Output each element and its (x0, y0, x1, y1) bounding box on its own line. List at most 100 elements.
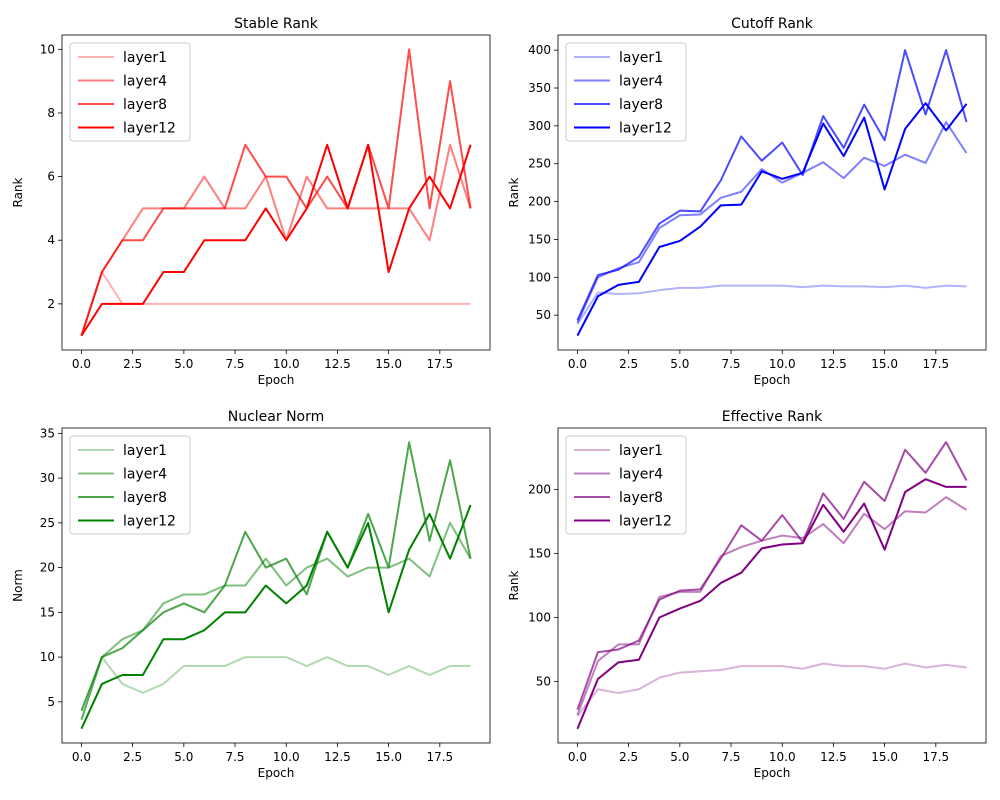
x-tick-label: 5.0 (670, 750, 689, 764)
x-tick-label: 0.0 (72, 750, 91, 764)
y-tick-label: 250 (528, 157, 551, 171)
legend-label-layer8: layer8 (123, 490, 167, 506)
plot-frame (61, 427, 491, 744)
subplot-title: Effective Rank (722, 409, 823, 425)
y-tick-label: 2 (47, 297, 55, 311)
x-tick-label: 5.0 (174, 357, 193, 371)
x-axis-label: Epoch (258, 373, 295, 387)
legend-label-layer4: layer4 (123, 467, 167, 483)
x-tick-label: 0.0 (568, 357, 587, 371)
x-tick-label: 15.0 (375, 357, 402, 371)
y-tick-label: 50 (536, 675, 551, 689)
series-line-layer1 (576, 662, 967, 717)
x-tick-label: 2.5 (123, 357, 142, 371)
series-line-layer4 (80, 143, 472, 336)
x-tick-label: 5.0 (670, 357, 689, 371)
x-tick-label: 7.5 (721, 357, 740, 371)
y-tick-label: 15 (40, 605, 55, 619)
x-tick-label: 12.5 (324, 357, 351, 371)
plot-frame (557, 34, 987, 351)
legend-box (69, 435, 191, 535)
series-line-layer8 (576, 49, 968, 321)
legend: layer1 layer4 layer8 layer12 (565, 435, 687, 535)
subplot-4: Effective Rank 0.0 2.5 5.0 7.5 10.0 12.5 15.0 17… (507, 409, 987, 780)
x-tick-label: 7.5 (225, 357, 244, 371)
y-tick-label: 35 (40, 426, 55, 440)
x-tick-label: 0.0 (72, 357, 91, 371)
series-line-layer12 (80, 143, 472, 337)
y-axis-label: Rank (507, 570, 521, 600)
y-tick-label: 100 (528, 611, 551, 625)
series-line-layer12 (576, 478, 967, 730)
legend-label-layer12: layer12 (123, 514, 176, 530)
y-tick-label: 30 (40, 471, 55, 485)
y-tick-label: 10 (40, 650, 55, 664)
x-tick-label: 7.5 (721, 750, 740, 764)
y-axis-label: Rank (507, 177, 521, 207)
x-tick-label: 15.0 (871, 750, 898, 764)
series-line-layer12 (80, 504, 472, 730)
y-tick-label: 8 (47, 106, 55, 120)
subplot-title: Nuclear Norm (228, 409, 325, 425)
legend-label-layer4: layer4 (619, 467, 663, 483)
subplot-title: Stable Rank (234, 16, 319, 32)
legend-label-layer1: layer1 (619, 443, 663, 459)
x-axis-label: Epoch (258, 766, 295, 780)
legend-label-layer12: layer12 (619, 514, 672, 530)
y-tick-label: 50 (536, 308, 551, 322)
x-tick-label: 12.5 (324, 750, 351, 764)
y-axis-label: Rank (11, 177, 25, 207)
y-tick-label: 20 (40, 561, 55, 575)
y-tick-label: 200 (528, 195, 551, 209)
series-line-layer8 (576, 441, 968, 711)
x-axis-label: Epoch (754, 766, 791, 780)
legend-label-layer1: layer1 (123, 50, 167, 66)
x-tick-label: 10.0 (273, 750, 300, 764)
y-tick-label: 25 (40, 516, 55, 530)
legend: layer1 layer4 layer8 layer12 (565, 42, 687, 142)
x-tick-label: 2.5 (619, 357, 638, 371)
y-tick-label: 100 (528, 270, 551, 284)
y-tick-label: 150 (528, 546, 551, 560)
subplot-3: Nuclear Norm 0.0 2.5 5.0 7.5 10.0 12.5 15.0 17.5… (11, 409, 491, 780)
y-tick-label: 200 (528, 482, 551, 496)
x-tick-label: 15.0 (375, 750, 402, 764)
subplot-title: Cutoff Rank (731, 16, 814, 32)
x-tick-label: 10.0 (273, 357, 300, 371)
x-tick-label: 0.0 (568, 750, 587, 764)
x-axis-label: Epoch (754, 373, 791, 387)
y-tick-label: 300 (528, 119, 551, 133)
x-tick-label: 5.0 (174, 750, 193, 764)
x-tick-label: 12.5 (820, 750, 847, 764)
legend-label-layer8: layer8 (619, 97, 663, 113)
legend: layer1 layer4 layer8 layer12 (69, 42, 191, 142)
y-axis-label: Norm (11, 569, 25, 602)
legend-box (565, 435, 687, 535)
legend-label-layer8: layer8 (123, 97, 167, 113)
y-tick-label: 400 (528, 43, 551, 57)
x-tick-label: 2.5 (123, 750, 142, 764)
legend-box (565, 42, 687, 142)
x-tick-label: 12.5 (820, 357, 847, 371)
series-line-layer4 (576, 496, 968, 716)
legend-label-layer4: layer4 (619, 74, 663, 90)
subplot-2: Cutoff Rank 0.0 2.5 5.0 7.5 10.0 12.5 15.0 17.5 5… (507, 16, 987, 387)
x-tick-label: 7.5 (225, 750, 244, 764)
series-line-layer1 (80, 656, 471, 721)
x-tick-label: 17.5 (922, 357, 949, 371)
x-tick-label: 10.0 (769, 357, 796, 371)
series-line-layer12 (576, 102, 968, 337)
legend: layer1 layer4 layer8 layer12 (69, 435, 191, 535)
x-tick-label: 17.5 (426, 750, 453, 764)
y-tick-label: 6 (47, 170, 55, 184)
legend-label-layer8: layer8 (619, 490, 663, 506)
y-tick-label: 150 (528, 232, 551, 246)
x-tick-label: 2.5 (619, 750, 638, 764)
legend-label-layer4: layer4 (123, 74, 167, 90)
series-line-layer8 (80, 48, 472, 336)
y-tick-label: 5 (47, 695, 55, 709)
x-tick-label: 15.0 (871, 357, 898, 371)
y-tick-label: 4 (47, 233, 55, 247)
y-tick-label: 10 (40, 42, 55, 56)
